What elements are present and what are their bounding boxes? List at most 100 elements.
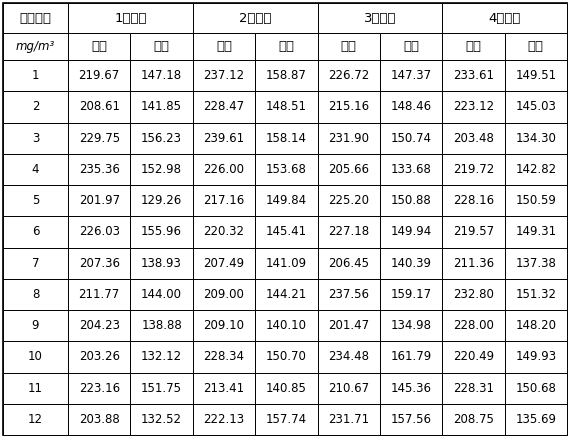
Text: 132.12: 132.12 xyxy=(141,350,182,364)
Text: 149.51: 149.51 xyxy=(515,69,556,82)
Text: 3号锅炉: 3号锅炉 xyxy=(364,11,396,25)
Bar xyxy=(3,216,68,247)
Text: 151.32: 151.32 xyxy=(515,288,556,301)
Text: 1号锅炉: 1号锅炉 xyxy=(114,11,146,25)
Text: 231.71: 231.71 xyxy=(328,413,369,426)
Bar xyxy=(317,247,380,279)
Text: 157.74: 157.74 xyxy=(266,413,307,426)
Bar xyxy=(193,216,255,247)
Bar xyxy=(504,33,567,60)
Text: 239.61: 239.61 xyxy=(203,132,245,145)
Text: 156.23: 156.23 xyxy=(141,132,182,145)
Bar xyxy=(380,123,442,154)
Text: 147.37: 147.37 xyxy=(390,69,431,82)
Text: 234.48: 234.48 xyxy=(328,350,369,364)
Bar xyxy=(255,404,317,435)
Bar xyxy=(3,247,68,279)
Text: 215.16: 215.16 xyxy=(328,100,369,113)
Text: 4: 4 xyxy=(32,163,39,176)
Text: 148.20: 148.20 xyxy=(515,319,556,332)
Text: 12: 12 xyxy=(28,413,43,426)
Text: 226.03: 226.03 xyxy=(79,226,120,238)
Bar xyxy=(193,123,255,154)
Text: 220.49: 220.49 xyxy=(453,350,494,364)
Text: 空白: 空白 xyxy=(466,40,482,53)
Bar xyxy=(504,185,567,216)
Bar xyxy=(3,310,68,341)
Text: 140.39: 140.39 xyxy=(390,257,431,270)
Bar xyxy=(442,60,504,91)
Bar xyxy=(504,154,567,185)
Text: 150.68: 150.68 xyxy=(515,381,556,395)
Bar xyxy=(68,372,131,404)
Bar xyxy=(3,372,68,404)
Text: 145.03: 145.03 xyxy=(515,100,556,113)
Text: 132.52: 132.52 xyxy=(141,413,182,426)
Text: 147.18: 147.18 xyxy=(141,69,182,82)
Bar xyxy=(193,3,317,33)
Text: 229.75: 229.75 xyxy=(79,132,120,145)
Text: 149.84: 149.84 xyxy=(266,194,307,207)
Text: 155.96: 155.96 xyxy=(141,226,182,238)
Text: 222.13: 222.13 xyxy=(203,413,245,426)
Bar xyxy=(255,372,317,404)
Bar xyxy=(131,60,193,91)
Text: 209.00: 209.00 xyxy=(203,288,245,301)
Text: 空白: 空白 xyxy=(341,40,357,53)
Text: 9: 9 xyxy=(32,319,39,332)
Text: 空白: 空白 xyxy=(91,40,107,53)
Bar xyxy=(442,185,504,216)
Bar xyxy=(68,3,193,33)
Bar xyxy=(193,341,255,372)
Bar xyxy=(3,341,68,372)
Bar xyxy=(131,216,193,247)
Bar xyxy=(68,310,131,341)
Text: 1: 1 xyxy=(32,69,39,82)
Text: 226.00: 226.00 xyxy=(203,163,245,176)
Bar xyxy=(131,404,193,435)
Text: 11: 11 xyxy=(28,381,43,395)
Text: 133.68: 133.68 xyxy=(390,163,431,176)
Bar xyxy=(255,341,317,372)
Bar xyxy=(3,91,68,123)
Bar xyxy=(255,310,317,341)
Text: 140.85: 140.85 xyxy=(266,381,307,395)
Bar xyxy=(255,247,317,279)
Bar xyxy=(317,341,380,372)
Text: 3: 3 xyxy=(32,132,39,145)
Bar xyxy=(193,91,255,123)
Bar xyxy=(317,154,380,185)
Text: 205.66: 205.66 xyxy=(328,163,369,176)
Text: 237.56: 237.56 xyxy=(328,288,369,301)
Bar xyxy=(131,91,193,123)
Bar xyxy=(380,404,442,435)
Bar xyxy=(255,33,317,60)
Bar xyxy=(3,404,68,435)
Text: 145.41: 145.41 xyxy=(266,226,307,238)
Bar xyxy=(380,279,442,310)
Text: 152.98: 152.98 xyxy=(141,163,182,176)
Text: 134.30: 134.30 xyxy=(515,132,556,145)
Bar xyxy=(317,33,380,60)
Bar xyxy=(442,3,567,33)
Text: 228.31: 228.31 xyxy=(453,381,494,395)
Bar xyxy=(68,154,131,185)
Text: 232.80: 232.80 xyxy=(453,288,494,301)
Bar xyxy=(193,154,255,185)
Bar xyxy=(255,279,317,310)
Text: 223.16: 223.16 xyxy=(79,381,120,395)
Text: 153.68: 153.68 xyxy=(266,163,307,176)
Text: 157.56: 157.56 xyxy=(390,413,431,426)
Text: 219.57: 219.57 xyxy=(453,226,494,238)
Text: 空白: 空白 xyxy=(216,40,232,53)
Text: 208.75: 208.75 xyxy=(453,413,494,426)
Bar xyxy=(193,247,255,279)
Bar xyxy=(193,404,255,435)
Text: 试样: 试样 xyxy=(153,40,169,53)
Text: 207.49: 207.49 xyxy=(203,257,245,270)
Text: 206.45: 206.45 xyxy=(328,257,369,270)
Text: 2号锅炉: 2号锅炉 xyxy=(239,11,271,25)
Text: 203.88: 203.88 xyxy=(79,413,120,426)
Text: 228.00: 228.00 xyxy=(453,319,494,332)
Bar xyxy=(380,310,442,341)
